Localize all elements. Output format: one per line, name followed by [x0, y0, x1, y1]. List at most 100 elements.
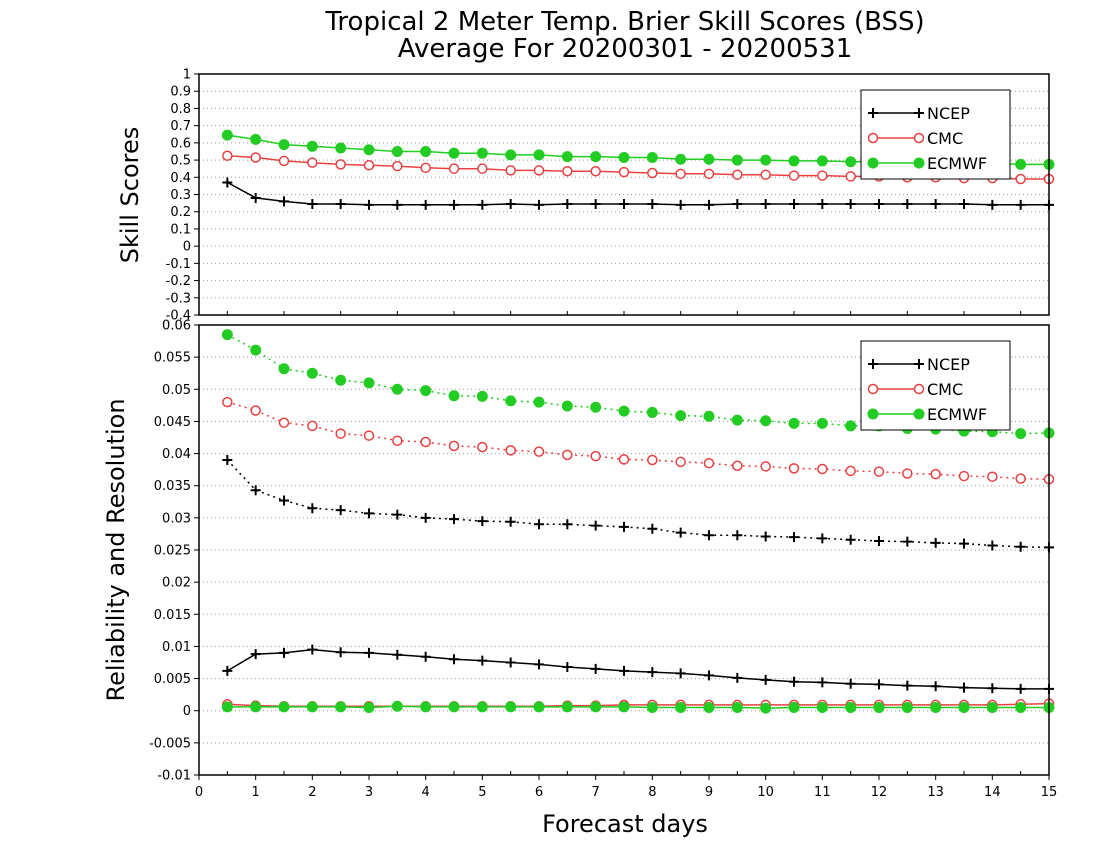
data-point: [278, 155, 290, 167]
data-point: [420, 199, 431, 210]
data-point: [873, 466, 885, 477]
y-tick-label: 0.055: [154, 351, 191, 366]
data-point: [420, 651, 431, 662]
data-point: [590, 166, 601, 177]
x-tick-label: 2: [308, 785, 316, 800]
data-point: [250, 192, 261, 203]
data-point: [306, 140, 318, 152]
data-point: [590, 401, 602, 413]
data-point: [335, 198, 346, 209]
data-point: [279, 647, 289, 658]
data-point: [986, 702, 998, 713]
data-point: [845, 420, 857, 432]
y-tick-label: 0: [183, 240, 191, 255]
data-point: [902, 536, 913, 547]
data-point: [392, 649, 403, 660]
data-point: [675, 199, 686, 210]
data-point: [788, 702, 800, 713]
data-point: [902, 468, 913, 479]
y-tick-label: 0.025: [154, 544, 191, 559]
data-point: [533, 701, 545, 713]
data-point: [760, 461, 771, 472]
data-point: [845, 465, 856, 477]
legend-label: ECMWF: [927, 154, 987, 173]
y-tick-label: 0.005: [154, 672, 191, 687]
data-point: [816, 702, 828, 713]
data-point: [534, 519, 544, 530]
data-point: [505, 149, 517, 161]
data-point: [533, 149, 545, 161]
data-point: [959, 682, 969, 693]
data-point: [363, 144, 375, 156]
data-point: [760, 702, 772, 714]
data-point: [222, 665, 233, 676]
data-point: [222, 150, 233, 162]
data-point: [619, 198, 629, 209]
data-point: [958, 702, 970, 713]
data-point: [703, 153, 715, 165]
plot-frame: [198, 73, 1050, 316]
data-point: [420, 512, 431, 523]
y-tick-label: 0.6: [170, 136, 191, 151]
data-point: [533, 446, 545, 457]
legend-marker: [913, 157, 925, 169]
y-tick-label: -0.4: [166, 309, 191, 324]
data-point: [335, 142, 347, 154]
y-tick-label: 0.5: [170, 154, 191, 169]
y-tick-label: 0.01: [162, 640, 191, 655]
data-point: [477, 441, 488, 453]
y-tick-label: 0.7: [170, 119, 191, 134]
data-point: [1015, 541, 1026, 552]
data-point: [250, 405, 261, 416]
data-point: [476, 390, 488, 402]
y-tick-label: 0.2: [170, 205, 191, 220]
data-point: [704, 530, 714, 541]
data-point: [448, 701, 460, 713]
data-point: [562, 519, 573, 530]
y-tick-label: 0.4: [170, 171, 191, 186]
data-point: [221, 701, 233, 713]
x-tick-label: 10: [757, 785, 774, 800]
data-point: [1015, 199, 1026, 210]
skill-scores-panel: 1 0.9 0.8 0.7 0.6 0.5 0.4 0.3 0.2 0.1 0 -0.1 -0.2 -0.…: [116, 68, 1055, 324]
data-point: [449, 514, 459, 525]
data-point: [930, 468, 941, 480]
data-point: [562, 449, 573, 461]
data-point: [874, 198, 884, 209]
data-point: [930, 681, 941, 692]
data-point: [959, 198, 969, 209]
data-point: [364, 508, 374, 519]
data-point: [505, 657, 516, 668]
data-point: [817, 198, 828, 209]
x-tick-label: 11: [814, 785, 831, 800]
y-tick-label: -0.2: [166, 274, 191, 289]
data-point: [391, 145, 403, 157]
data-point: [845, 678, 856, 689]
data-point: [420, 385, 432, 397]
data-point: [363, 159, 375, 171]
data-point: [221, 329, 233, 341]
data-point: [561, 400, 573, 412]
y-tick-label: 0.8: [170, 102, 191, 117]
data-point: [250, 649, 261, 660]
data-point: [646, 406, 658, 418]
data-point: [732, 530, 743, 541]
data-point: [590, 151, 602, 163]
data-point: [901, 702, 913, 713]
data-point: [392, 199, 403, 210]
data-point: [817, 463, 828, 475]
data-point: [590, 450, 601, 462]
data-point: [817, 677, 828, 688]
data-point: [930, 198, 941, 209]
reliability-resolution-panel: 0.060.0550.050.0450.040.0350.030.0250.02…: [102, 319, 1057, 839]
data-point: [874, 536, 884, 546]
data-point: [704, 199, 714, 210]
data-point: [363, 430, 375, 441]
data-point: [731, 702, 743, 713]
data-point: [675, 410, 687, 422]
data-point: [392, 509, 403, 520]
x-tick-label: 3: [365, 785, 373, 800]
data-point: [760, 415, 772, 427]
data-point: [703, 457, 715, 469]
data-point: [477, 163, 488, 174]
